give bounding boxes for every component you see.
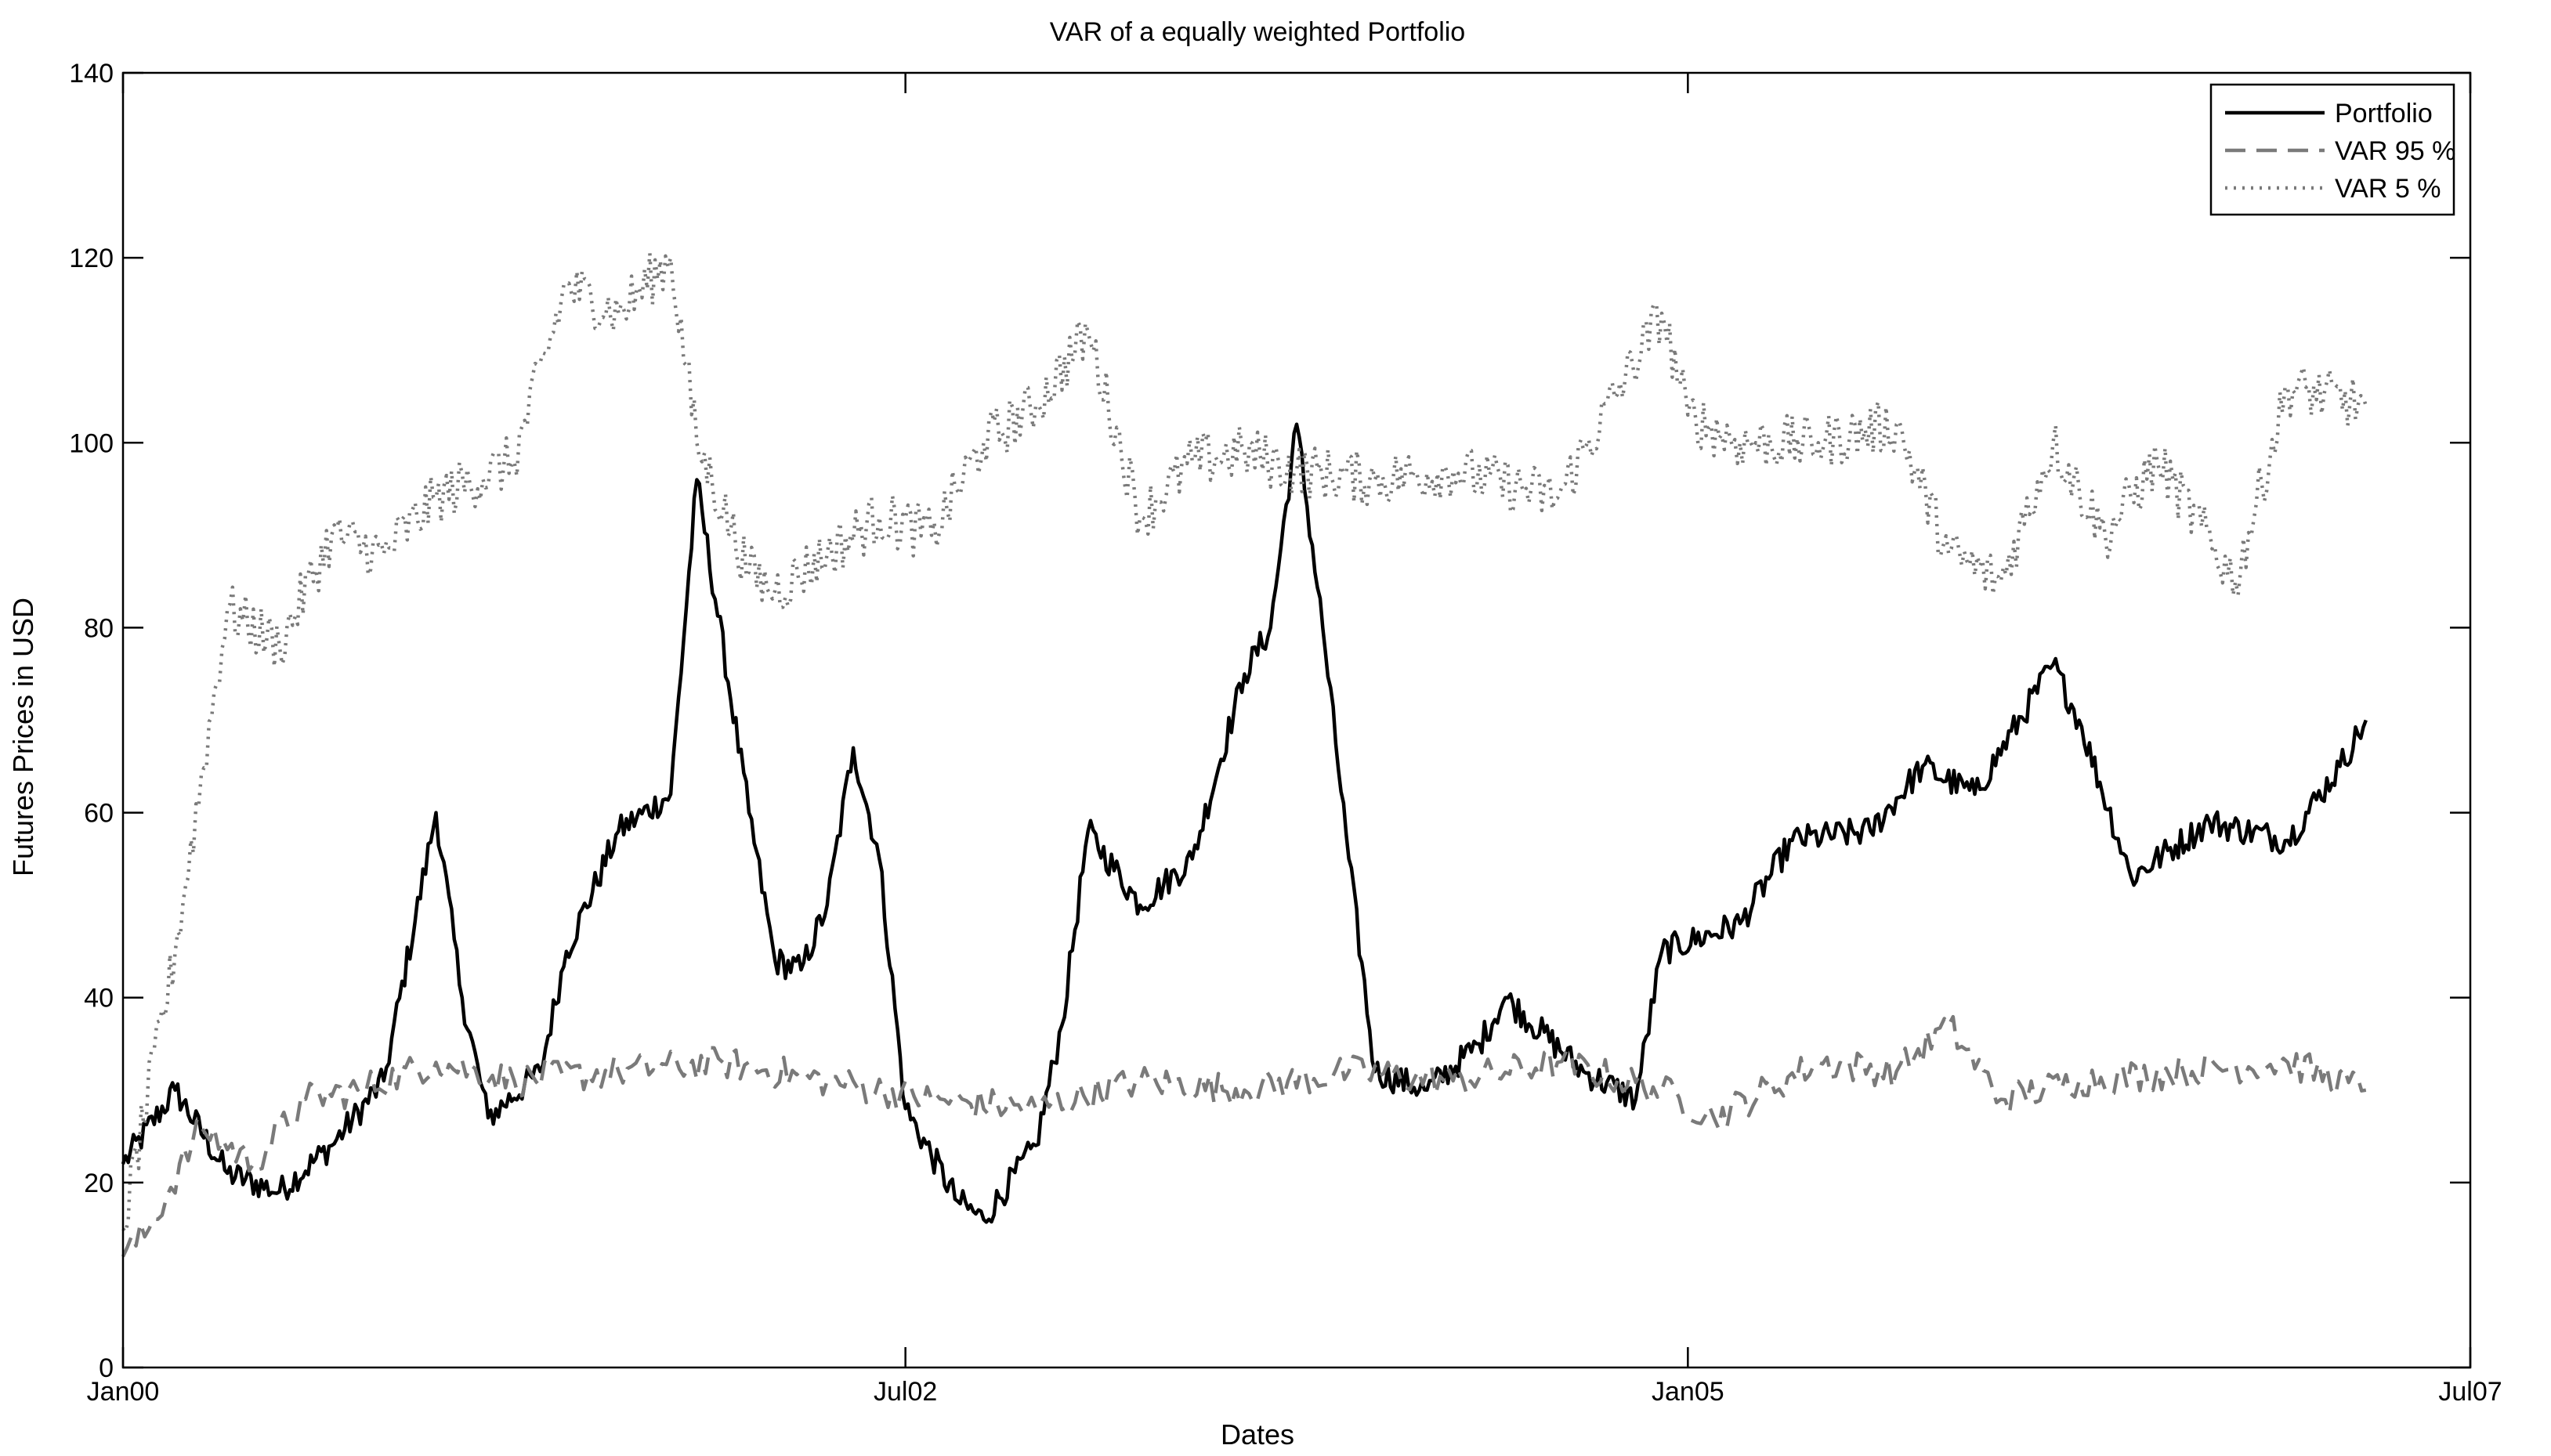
x-tick-label: Jan05 [1652, 1377, 1724, 1407]
y-tick-label: 20 [84, 1169, 114, 1198]
ticks-layer: 0 20 40 60 80 100 120 140 Jan00 Jul02 Jan05 Jul07 [69, 59, 2502, 1407]
y-axis-label: Futures Prices in USD [7, 598, 39, 876]
x-tick-label: Jul07 [2438, 1377, 2502, 1407]
legend: Portfolio VAR 95 % VAR 5 % [2209, 83, 2455, 216]
y-tick-label: 60 [84, 799, 114, 829]
series-line-portfolio [121, 422, 2368, 1224]
x-axis-label: Dates [1221, 1418, 1294, 1451]
legend-label: Portfolio [2335, 99, 2433, 128]
plot-frame [121, 71, 2472, 1369]
y-tick-label: 0 [99, 1353, 114, 1383]
series-line-var-5 [121, 251, 2368, 1234]
y-tick-label: 40 [84, 984, 114, 1013]
series-layer [121, 251, 2368, 1258]
y-tick-label: 100 [69, 428, 114, 458]
x-tick-label: Jul02 [874, 1377, 937, 1407]
x-tick-label: Jan00 [87, 1377, 160, 1407]
y-tick-label: 120 [69, 244, 114, 273]
y-tick-label: 80 [84, 613, 114, 643]
series-line-var-95 [121, 1014, 2367, 1258]
legend-label: VAR 5 % [2335, 174, 2441, 204]
legend-box [2209, 83, 2455, 216]
chart-title: VAR of a equally weighted Portfolio [1050, 17, 1465, 47]
legend-label: VAR 95 % [2335, 136, 2455, 166]
y-tick-label: 140 [69, 59, 114, 89]
